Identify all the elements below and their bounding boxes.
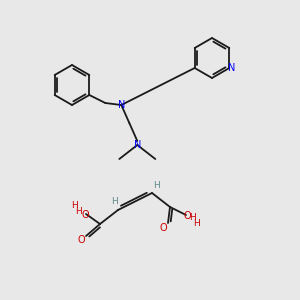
Text: N: N [118,100,125,110]
Text: H: H [76,206,82,215]
Text: H: H [190,214,196,223]
Text: O: O [77,235,85,245]
Text: O: O [159,223,167,233]
Text: H: H [154,181,160,190]
Text: N: N [228,63,235,73]
Text: N: N [134,140,141,150]
Text: H: H [72,202,78,211]
Text: O: O [81,210,89,220]
Text: H: H [194,218,200,227]
Text: H: H [112,196,118,206]
Text: O: O [183,211,191,221]
